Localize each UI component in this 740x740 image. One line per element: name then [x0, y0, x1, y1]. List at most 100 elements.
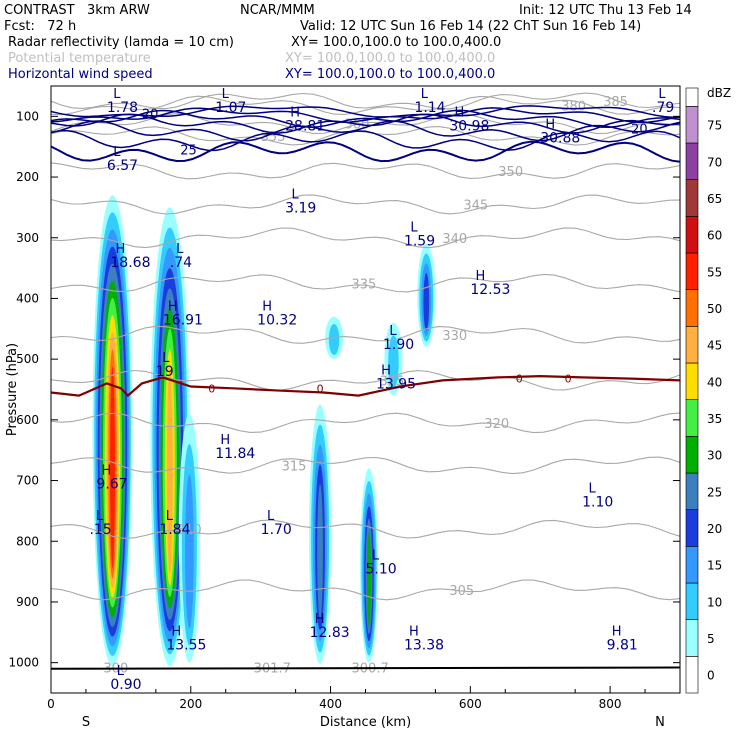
- extremum-H-marker-12: H: [475, 269, 485, 284]
- extremum-H-marker-18: H: [220, 433, 230, 448]
- freezing-level-line: [50, 374, 681, 398]
- y-tick-label-800: 800: [16, 534, 39, 548]
- field-name-wind: Horizontal wind speed: [8, 67, 153, 82]
- extremum-value-6: 30.88: [540, 130, 580, 146]
- field-xy-reflectivity: XY= 100.0,100.0 to 100.0,400.0: [291, 35, 502, 50]
- colorbar-label-40: 40: [707, 375, 722, 389]
- extremum-H-marker-26: H: [409, 624, 419, 639]
- extremum-value-16: 19: [156, 364, 174, 380]
- extremum-L-marker-15: L: [389, 324, 397, 339]
- y-tick-label-900: 900: [16, 595, 39, 609]
- wind-speed-contour-2: [50, 109, 681, 129]
- colorbar-swatch-70: [685, 142, 699, 180]
- colorbar-swatch-50: [685, 289, 699, 327]
- freezing-level-label-0: 0: [208, 382, 215, 395]
- freezing-level-label-2: 0: [516, 373, 523, 386]
- extremum-value-3: .79: [652, 100, 674, 116]
- theta-contour-380: [50, 95, 681, 116]
- extremum-value-4: 28.81: [285, 118, 325, 134]
- theta-contour-305: [50, 579, 681, 601]
- center-label: NCAR/MMM: [240, 3, 315, 18]
- extremum-value-8: 3.19: [285, 200, 316, 216]
- extremum-value-28: 13.55: [166, 637, 206, 653]
- freezing-level-label-3: 0: [565, 373, 572, 386]
- colorbar-label-5: 5: [707, 632, 715, 646]
- field-xy-wind: XY= 100.0,100.0 to 100.0,400.0: [285, 67, 496, 82]
- x-tick-label-200: 200: [179, 697, 202, 711]
- colorbar-label-10: 10: [707, 595, 722, 609]
- reflectivity-cell-7-level-10: [328, 324, 340, 355]
- extremum-value-12: 12.53: [470, 282, 510, 298]
- y-tick-label-300: 300: [16, 231, 39, 245]
- extremum-value-13: 16.91: [163, 313, 203, 329]
- extremum-value-11: .74: [170, 255, 192, 271]
- field-name-theta: Potential temperature: [8, 51, 151, 66]
- extremum-value-5: 30.98: [449, 118, 489, 134]
- theta-contour-label-315: 315: [282, 459, 307, 474]
- colorbar-label-60: 60: [707, 229, 722, 243]
- extremum-value-15: 1.90: [383, 337, 414, 353]
- colorbar-label-0: 0: [707, 669, 715, 683]
- wind-speed-contour-6: [50, 140, 681, 163]
- theta-contour-label-345: 345: [463, 198, 488, 213]
- colorbar-swatch-35: [685, 399, 699, 437]
- reflectivity-cell-3-level-25: [317, 484, 323, 619]
- theta-contour-340: [50, 227, 681, 249]
- y-tick-label-200: 200: [16, 170, 39, 184]
- colorbar-swatch-5: [685, 619, 699, 657]
- theta-contour-label-330: 330: [442, 329, 467, 344]
- theta-contour-330: [50, 325, 681, 344]
- field-xy-theta: XY= 100.0,100.0 to 100.0,400.0: [285, 51, 496, 66]
- colorbar-label-55: 55: [707, 265, 722, 279]
- y-tick-label-1000: 1000: [8, 656, 39, 670]
- freezing-level-label-1: 0: [317, 382, 324, 395]
- extremum-H-marker-19: H: [102, 463, 112, 478]
- ground-line: [50, 666, 681, 670]
- colorbar-label-20: 20: [707, 522, 722, 536]
- extremum-value-2: 1.14: [414, 100, 445, 116]
- theta-contour-350: [50, 162, 681, 180]
- colorbar-swatch-25: [685, 472, 699, 510]
- reflectivity-cell-5-level-20: [423, 273, 430, 331]
- extremum-L-marker-0: L: [113, 87, 121, 102]
- wind-contour-label-25: 25: [180, 144, 197, 159]
- direction-label-left: S: [82, 715, 90, 730]
- theta-contour-315: [50, 456, 681, 475]
- colorbar-title: dBZ: [707, 86, 731, 100]
- extremum-L-marker-24: L: [372, 548, 380, 563]
- x-tick-label-400: 400: [319, 697, 342, 711]
- theta-contour-320: [50, 412, 681, 434]
- colorbar-swatch-10: [685, 582, 699, 620]
- direction-label-right: N: [655, 715, 665, 730]
- theta-contour-310: [50, 519, 681, 539]
- extremum-L-marker-20: L: [589, 482, 597, 497]
- x-axis-label: Distance (km): [320, 715, 411, 730]
- theta-contour-label-305: 305: [449, 584, 474, 599]
- extremum-L-marker-21: L: [96, 509, 104, 524]
- extremum-L-marker-2: L: [421, 87, 429, 102]
- extremum-value-24: 5.10: [366, 561, 397, 577]
- theta-contour-325: [50, 369, 681, 391]
- extremum-value-10: 18.68: [110, 255, 150, 271]
- extremum-value-19: 9.67: [96, 476, 127, 492]
- colorbar-swatch-40: [685, 362, 699, 400]
- extremum-L-marker-22: L: [166, 509, 174, 524]
- extremum-H-marker-13: H: [168, 300, 178, 315]
- theta-contour-label-310: 310: [177, 523, 202, 538]
- init-time: Init: 12 UTC Thu 13 Feb 14: [519, 3, 692, 18]
- extremum-value-21: .15: [89, 522, 111, 538]
- colorbar-label-35: 35: [707, 412, 722, 426]
- wind-speed-contour-1: [50, 107, 681, 124]
- y-tick-label-700: 700: [16, 474, 39, 488]
- extremum-L-marker-8: L: [292, 187, 300, 202]
- extremum-H-marker-4: H: [290, 105, 300, 120]
- colorbar-label-30: 30: [707, 449, 722, 463]
- y-tick-label-400: 400: [16, 291, 39, 305]
- colorbar-swatch-45: [685, 326, 699, 364]
- colorbar-swatch-20: [685, 509, 699, 547]
- wind-speed-contour-3: [50, 113, 681, 134]
- extremum-H-marker-17: H: [381, 363, 391, 378]
- theta-contour-label-325: 325: [379, 374, 404, 389]
- extremum-value-29: 0.90: [110, 677, 141, 693]
- extremum-value-20: 1.10: [582, 495, 613, 511]
